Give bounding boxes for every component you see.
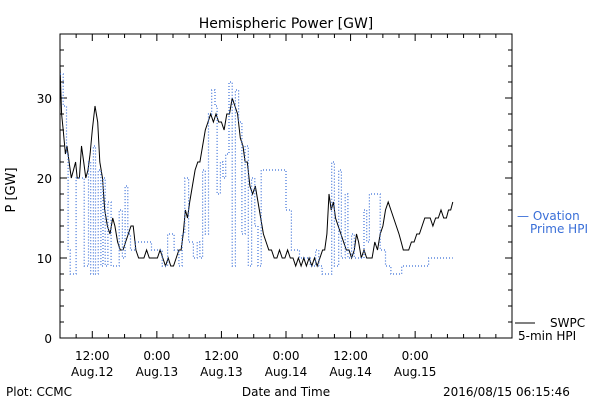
- x-tick-label-time: 0:00: [143, 349, 170, 363]
- y-tick-label: 30: [37, 92, 52, 106]
- x-axis-ticks: 12:00 Aug.12 0:00 Aug.13 12:00 Aug.13 0:00 Aug.…: [71, 34, 497, 379]
- x-axis-label: Date and Time: [242, 385, 330, 399]
- x-tick-label-date: Aug.12: [71, 365, 114, 379]
- swpc-hpi-line: [59, 65, 454, 268]
- legend-ovation-line2: Prime HPI: [530, 222, 588, 236]
- chart-title: Hemispheric Power [GW]: [199, 16, 374, 32]
- x-tick-label-time: 12:00: [75, 349, 110, 363]
- x-tick-label-time: 12:00: [333, 349, 368, 363]
- footer-plot-credit: Plot: CCMC: [6, 385, 72, 399]
- y-tick-label: 0: [44, 332, 52, 346]
- legend-swpc-line1: SWPC: [550, 316, 585, 330]
- x-tick-label-time: 0:00: [402, 349, 429, 363]
- y-tick-label: 10: [37, 252, 52, 266]
- x-tick-label-time: 12:00: [204, 349, 239, 363]
- footer-timestamp: 2016/08/15 06:15:46: [443, 385, 570, 399]
- series-layer: [59, 65, 454, 275]
- x-tick-label-time: 0:00: [273, 349, 300, 363]
- y-tick-label: 20: [37, 172, 52, 186]
- ovation-prime-line: [60, 73, 453, 275]
- x-tick-label-date: Aug.13: [200, 365, 243, 379]
- x-tick-label-date: Aug.14: [329, 365, 372, 379]
- y-axis-ticks: 0 10 20 30: [37, 33, 512, 346]
- y-axis-label: P [GW]: [4, 167, 19, 212]
- x-tick-label-date: Aug.15: [394, 365, 437, 379]
- legend-ovation-line1: — Ovation: [517, 209, 580, 223]
- legend-swpc-line2: 5-min HPI: [518, 329, 576, 343]
- plot-frame: [59, 33, 513, 339]
- x-tick-label-date: Aug.14: [265, 365, 308, 379]
- x-tick-label-date: Aug.13: [136, 365, 179, 379]
